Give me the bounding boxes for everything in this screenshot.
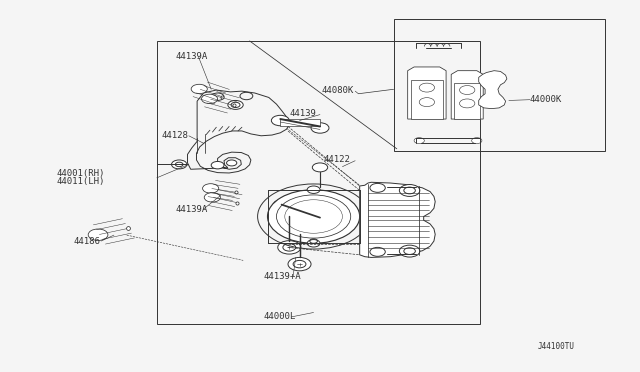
Circle shape [419,98,435,106]
Circle shape [293,260,306,268]
Circle shape [268,190,360,243]
Circle shape [472,138,482,144]
Circle shape [288,257,311,271]
Text: 44128: 44128 [161,131,188,140]
Text: 44139A: 44139A [176,205,208,214]
Circle shape [370,183,385,192]
Text: 44000L: 44000L [264,312,296,321]
Polygon shape [408,67,446,119]
Text: J44100TU: J44100TU [538,342,575,351]
Circle shape [271,115,289,126]
Text: 44001(RH): 44001(RH) [56,169,105,178]
Text: 44139A: 44139A [176,52,208,61]
Text: 44139+A: 44139+A [264,272,301,280]
Circle shape [399,185,420,196]
Circle shape [191,84,207,94]
Circle shape [310,212,327,222]
Circle shape [278,241,301,254]
Text: 44000K: 44000K [530,95,562,104]
Circle shape [231,102,240,108]
Circle shape [370,247,385,256]
Polygon shape [451,71,483,119]
Polygon shape [479,71,507,109]
Circle shape [172,160,187,169]
Circle shape [204,193,220,202]
Bar [280,119,320,126]
Polygon shape [454,83,480,119]
Text: 44139: 44139 [289,109,316,118]
Circle shape [311,123,329,133]
Text: 44080K: 44080K [322,86,354,94]
Circle shape [419,83,435,92]
Circle shape [312,163,328,172]
Text: 44122: 44122 [323,155,350,164]
Circle shape [227,160,237,166]
Circle shape [460,86,475,94]
Circle shape [211,161,224,169]
Circle shape [202,94,218,103]
Circle shape [399,245,420,257]
Circle shape [88,229,108,240]
Circle shape [460,99,475,108]
Polygon shape [360,182,435,257]
Polygon shape [411,80,443,119]
Bar [157,41,480,324]
Circle shape [307,240,320,247]
Circle shape [307,186,320,193]
Circle shape [228,100,243,109]
Circle shape [283,244,296,251]
Text: 44186: 44186 [74,237,100,246]
Circle shape [203,184,219,193]
Circle shape [273,200,290,209]
Text: 44011(LH): 44011(LH) [56,177,105,186]
Circle shape [414,138,424,144]
Bar [394,19,605,151]
